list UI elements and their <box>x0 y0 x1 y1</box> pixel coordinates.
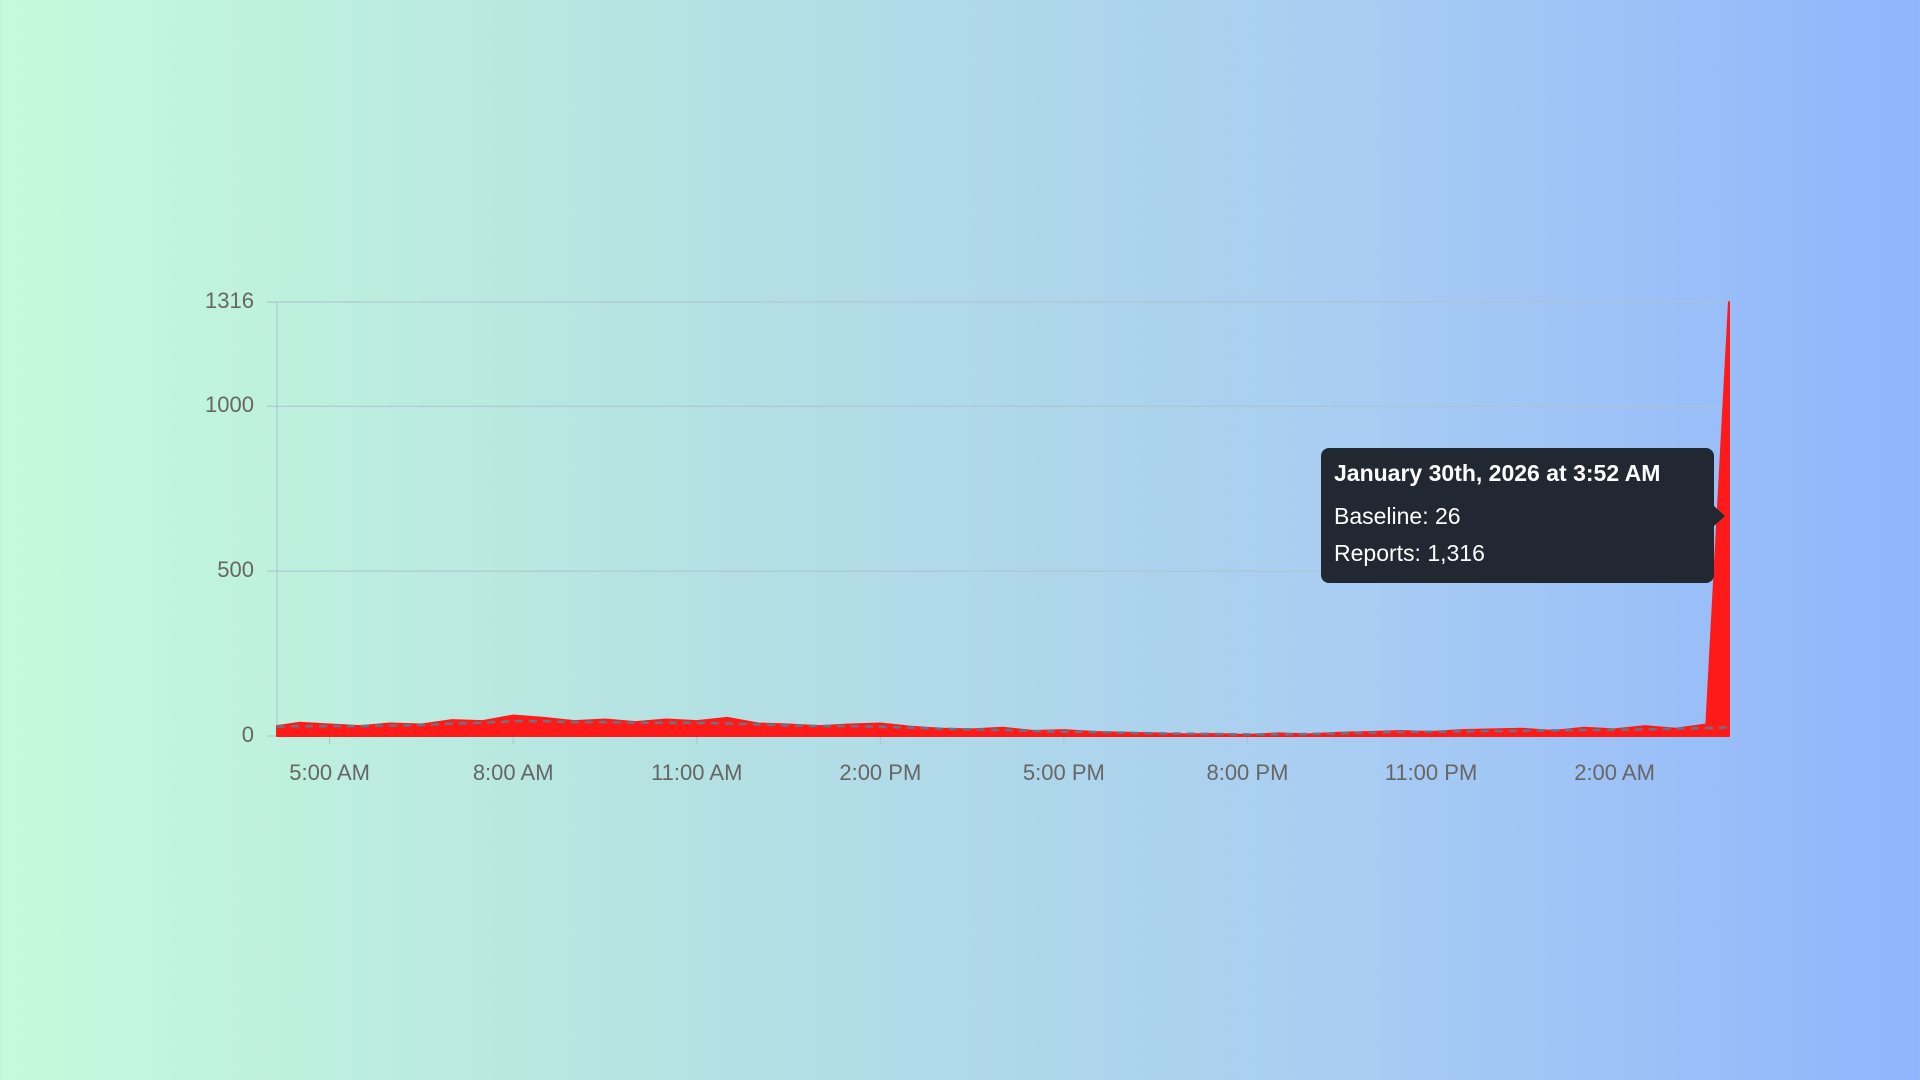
x-tick-label: 8:00 PM <box>1206 760 1288 785</box>
tooltip-box <box>1321 448 1714 583</box>
tooltip: January 30th, 2026 at 3:52 AM Baseline: … <box>1321 448 1725 583</box>
x-tick-label: 11:00 PM <box>1385 760 1478 785</box>
tooltip-line: Reports: 1,316 <box>1334 540 1485 566</box>
tooltip-line: Baseline: 26 <box>1334 503 1461 529</box>
tooltip-arrow <box>1714 506 1725 526</box>
x-tick-label: 11:00 AM <box>651 760 742 785</box>
y-tick-label: 1316 <box>205 288 254 313</box>
plot: 0 500 1000 1316 5:00 AM 8:00 AM 11:00 AM 2:00 P… <box>205 288 1730 785</box>
x-tick-label: 2:00 AM <box>1574 760 1655 785</box>
y-tick-label: 1000 <box>205 392 254 417</box>
y-tick-label: 0 <box>242 722 254 747</box>
y-tick-label: 500 <box>217 557 254 582</box>
x-tick-label: 2:00 PM <box>839 760 921 785</box>
x-tick-label: 5:00 PM <box>1023 760 1105 785</box>
x-tick-label: 5:00 AM <box>289 760 370 785</box>
x-tick-label: 8:00 AM <box>473 760 554 785</box>
tooltip-title: January 30th, 2026 at 3:52 AM <box>1334 460 1660 486</box>
